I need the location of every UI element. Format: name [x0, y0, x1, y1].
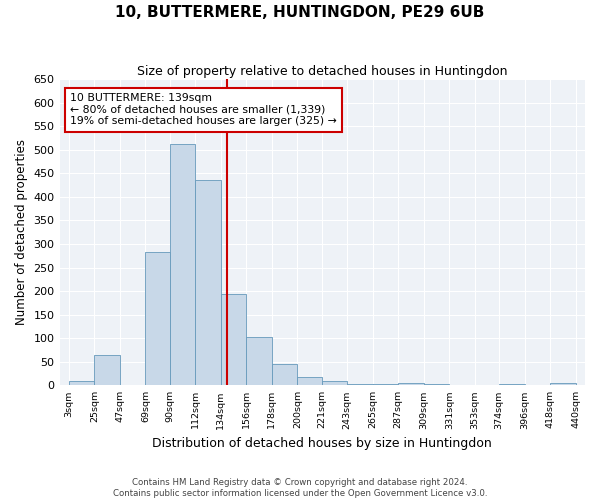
Bar — [170, 144, 195, 386]
Y-axis label: Number of detached properties: Number of detached properties — [15, 139, 28, 325]
Bar — [94, 354, 120, 386]
Bar — [550, 383, 576, 386]
Title: Size of property relative to detached houses in Huntingdon: Size of property relative to detached ho… — [137, 65, 508, 78]
Bar — [398, 383, 424, 386]
Text: 10 BUTTERMERE: 139sqm
← 80% of detached houses are smaller (1,339)
19% of semi-d: 10 BUTTERMERE: 139sqm ← 80% of detached … — [70, 93, 337, 126]
Bar — [298, 377, 322, 386]
Bar — [221, 294, 246, 386]
Bar — [499, 384, 524, 386]
Bar — [373, 384, 398, 386]
Bar — [69, 380, 94, 386]
Bar — [272, 364, 298, 386]
Bar — [246, 337, 272, 386]
Text: 10, BUTTERMERE, HUNTINGDON, PE29 6UB: 10, BUTTERMERE, HUNTINGDON, PE29 6UB — [115, 5, 485, 20]
Bar — [322, 380, 347, 386]
Text: Contains HM Land Registry data © Crown copyright and database right 2024.
Contai: Contains HM Land Registry data © Crown c… — [113, 478, 487, 498]
Bar — [347, 384, 373, 386]
Bar — [424, 384, 449, 386]
Bar — [195, 180, 221, 386]
X-axis label: Distribution of detached houses by size in Huntingdon: Distribution of detached houses by size … — [152, 437, 492, 450]
Bar — [145, 252, 170, 386]
